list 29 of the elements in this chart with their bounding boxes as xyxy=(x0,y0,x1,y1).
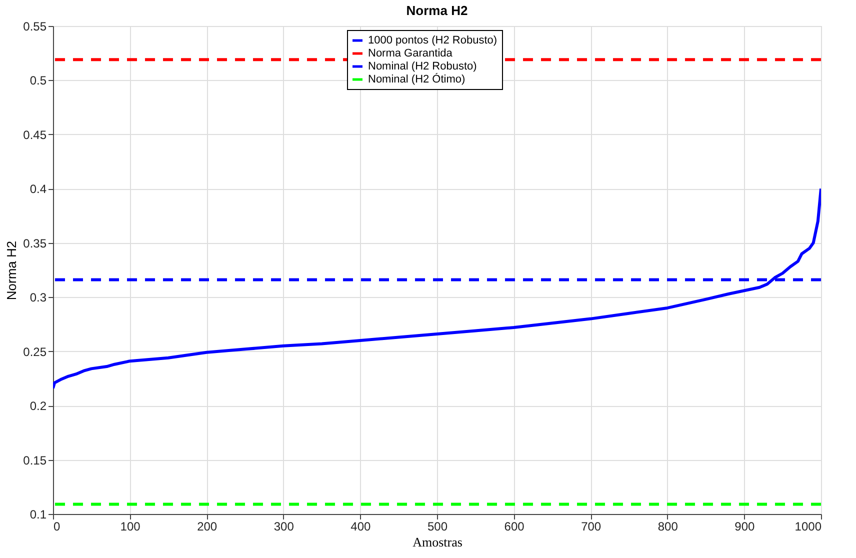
x-tick-label: 500 xyxy=(427,520,448,534)
x-axis-title: Amostras xyxy=(412,534,462,550)
y-tick-label: 0.1 xyxy=(30,508,47,522)
x-tick-label: 300 xyxy=(274,520,294,534)
x-tick-label: 600 xyxy=(504,520,525,534)
x-tick-label: 400 xyxy=(350,520,372,534)
y-tick-label: 0.35 xyxy=(23,236,47,250)
y-tick-label: 0.4 xyxy=(30,182,47,196)
y-tick-label: 0.55 xyxy=(23,20,47,34)
y-tick-label: 0.3 xyxy=(30,290,47,305)
y-tick-label: 0.15 xyxy=(23,453,47,468)
y-axis-title: Norma H2 xyxy=(4,240,20,300)
x-tick-label: 700 xyxy=(581,520,602,534)
chart-title: Norma H2 xyxy=(406,3,468,18)
x-tick-label: 100 xyxy=(120,520,141,534)
x-tick-label: 200 xyxy=(197,520,218,534)
legend-label: 1000 pontos (H2 Robusto) xyxy=(368,34,498,46)
x-tick-label: 0 xyxy=(54,520,60,534)
y-tick-label: 0.45 xyxy=(23,128,47,142)
legend-label: Nominal (H2 Robusto) xyxy=(368,60,477,72)
ref-line-label: Norma Garantida xyxy=(368,48,454,60)
legend-label: Nominal (H2 Ótimo) xyxy=(368,72,466,86)
y-tick-label: 0.5 xyxy=(30,74,47,88)
x-tick-label: 800 xyxy=(658,520,678,534)
line-series xyxy=(53,187,821,390)
y-tick-label: 0.25 xyxy=(23,344,47,359)
x-tick-label: 1000 xyxy=(794,520,822,534)
x-tick-label: 900 xyxy=(734,520,756,534)
y-tick-label: 0.2 xyxy=(30,399,47,414)
